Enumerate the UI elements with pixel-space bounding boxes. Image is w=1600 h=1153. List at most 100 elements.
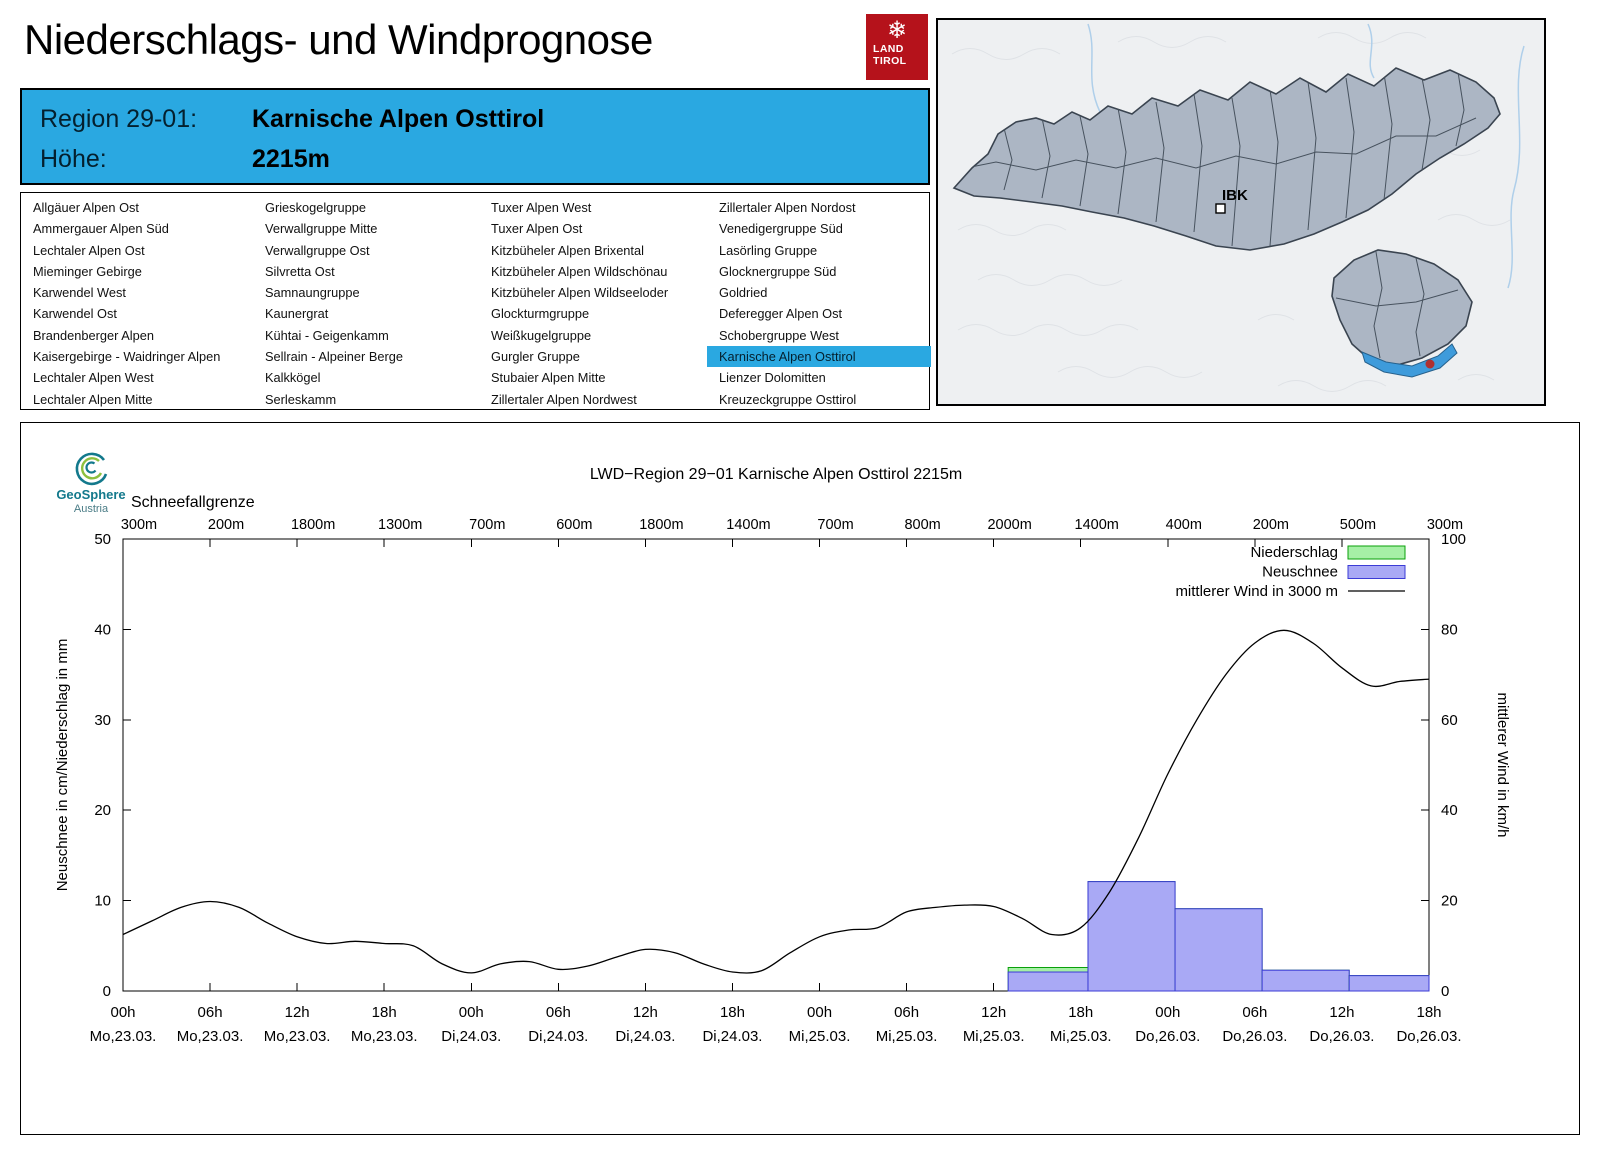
y-tick-label-left: 50	[94, 531, 111, 548]
snowline-value: 200m	[208, 517, 244, 533]
region-item[interactable]: Grieskogelgruppe	[265, 200, 367, 215]
region-item[interactable]: Weißkugelgruppe	[491, 327, 592, 343]
snowline-value: 1300m	[378, 517, 422, 533]
y-tick-label-right: 0	[1441, 983, 1449, 1000]
region-item[interactable]: Kühtai - Geigenkamm	[265, 327, 389, 343]
hoehe-row: Höhe: 2215m	[40, 139, 928, 179]
tirol-map-svg: IBK	[951, 23, 1525, 392]
x-tick-time-label: 00h	[1155, 1004, 1180, 1021]
map-region-selected-highlight[interactable]	[1361, 343, 1458, 378]
region-item[interactable]: Tuxer Alpen Ost	[491, 221, 583, 237]
region-item[interactable]: Lechtaler Alpen Mitte	[33, 391, 153, 407]
geosphere-sub: Austria	[74, 503, 109, 515]
y-tick-label-left: 0	[103, 983, 111, 1000]
x-tick-date-label: Mo,23.03.	[90, 1028, 157, 1045]
x-tick-date-label: Do,26.03.	[1135, 1028, 1200, 1045]
region-item[interactable]: Verwallgruppe Mitte	[265, 221, 378, 237]
x-tick-date-label: Do,26.03.	[1309, 1028, 1374, 1045]
region-item[interactable]: Schobergruppe West	[719, 327, 839, 343]
legend-swatch-niederschlag	[1347, 545, 1406, 560]
x-tick-date-label: Mi,25.03.	[1050, 1028, 1112, 1045]
snowline-value: 300m	[1427, 517, 1463, 533]
region-item[interactable]: Lienzer Dolomitten	[719, 370, 826, 386]
region-item[interactable]: Zillertaler Alpen Nordwest	[491, 391, 637, 407]
region-item[interactable]: Venedigergruppe Süd	[719, 221, 843, 237]
x-tick-date-label: Mo,23.03.	[264, 1028, 331, 1045]
region-item[interactable]: Verwallgruppe Ost	[265, 242, 370, 258]
region-item[interactable]: Gurgler Gruppe	[491, 349, 580, 365]
region-item[interactable]: Brandenberger Alpen	[33, 327, 154, 343]
region-item[interactable]: Mieminger Gebirge	[33, 263, 142, 279]
logo-line-2: TIROL	[873, 54, 907, 67]
region-item[interactable]: Kitzbüheler Alpen Brixental	[491, 242, 644, 258]
land-tirol-logo: ❄ LAND TIROL	[866, 14, 928, 80]
ibk-label: IBK	[1222, 187, 1248, 204]
tirol-crest-icon: ❄	[886, 17, 908, 44]
x-tick-time-label: 12h	[285, 1004, 310, 1021]
region-item[interactable]: Zillertaler Alpen Nordost	[719, 200, 856, 215]
x-tick-date-label: Di,24.03.	[615, 1028, 675, 1045]
region-item[interactable]: Goldried	[719, 285, 768, 301]
snowline-value: 500m	[1340, 517, 1376, 533]
x-tick-date-label: Mi,25.03.	[789, 1028, 851, 1045]
legend-label: Neuschnee	[1262, 564, 1338, 581]
region-item[interactable]: Kalkkögel	[265, 370, 321, 386]
region-item[interactable]: Stubaier Alpen Mitte	[491, 370, 606, 386]
region-list-column: Allgäuer Alpen Ost Ammergauer Alpen Süd Le…	[21, 197, 253, 410]
y-tick-label-right: 80	[1441, 621, 1458, 638]
snowline-value: 200m	[1253, 517, 1289, 533]
y-tick-label-right: 60	[1441, 712, 1458, 729]
snowline-value: 400m	[1166, 517, 1202, 533]
region-item[interactable]: Glocknergruppe Süd	[719, 263, 837, 279]
land-tirol-logo-text: LAND TIROL	[866, 43, 928, 67]
region-label: Region 29-01:	[40, 104, 198, 133]
x-tick-date-label: Mo,23.03.	[177, 1028, 244, 1045]
forecast-chart-panel: GeoSphere Austria LWD−Region 29−01 Karni…	[20, 422, 1580, 1135]
region-item[interactable]: Kitzbüheler Alpen Wildschönau	[491, 263, 668, 279]
region-item[interactable]: Kaisergebirge - Waidringer Alpen	[33, 349, 221, 365]
region-item[interactable]: Lasörling Gruppe	[719, 242, 818, 258]
y-axis-label-left: Neuschnee in cm/Niederschlag in mm	[54, 639, 71, 892]
region-item[interactable]: Lechtaler Alpen West	[33, 370, 154, 386]
x-tick-time-label: 00h	[110, 1004, 135, 1021]
snowline-value: 2000m	[987, 517, 1031, 533]
region-item[interactable]: Serleskamm	[265, 391, 337, 407]
neuschnee-bar	[1087, 881, 1176, 992]
relief-decoration	[951, 32, 1511, 392]
river-lines	[1087, 23, 1525, 289]
legend-label: mittlerer Wind in 3000 m	[1175, 583, 1338, 600]
region-item[interactable]: Kreuzeckgruppe Osttirol	[719, 391, 857, 407]
tirol-region-map: IBK	[936, 18, 1546, 406]
region-item[interactable]: Samnaungruppe	[265, 285, 360, 301]
x-tick-time-label: 18h	[1068, 1004, 1093, 1021]
region-item[interactable]: Glockturmgruppe	[491, 306, 590, 322]
x-tick-time-label: 18h	[1416, 1004, 1441, 1021]
selected-station-marker	[1425, 359, 1435, 369]
region-item[interactable]: Karwendel Ost	[33, 306, 117, 322]
plot-frame	[122, 538, 1430, 992]
y-tick-label-left: 40	[94, 621, 111, 638]
region-item[interactable]: Ammergauer Alpen Süd	[33, 221, 169, 237]
x-tick-date-label: Do,26.03.	[1222, 1028, 1287, 1045]
region-item[interactable]: Karwendel West	[33, 285, 126, 301]
region-item[interactable]: Sellrain - Alpeiner Berge	[265, 349, 403, 365]
snowline-value: 1400m	[726, 517, 770, 533]
region-item[interactable]: Kaunergrat	[265, 306, 329, 322]
x-tick-date-label: Do,26.03.	[1396, 1028, 1461, 1045]
region-item[interactable]: Deferegger Alpen Ost	[719, 306, 843, 322]
x-tick-time-label: 18h	[720, 1004, 745, 1021]
region-item-selected[interactable]: Karnische Alpen Osttirol	[707, 346, 931, 368]
x-tick-date-label: Mi,25.03.	[963, 1028, 1025, 1045]
region-item[interactable]: Kitzbüheler Alpen Wildseeloder	[491, 285, 669, 301]
region-item[interactable]: Tuxer Alpen West	[491, 200, 592, 215]
region-item[interactable]: Silvretta Ost	[265, 263, 335, 279]
region-value: Karnische Alpen Osttirol	[252, 104, 545, 133]
map-region-east-tirol[interactable]	[1331, 249, 1473, 367]
snowline-value: 1800m	[291, 517, 335, 533]
region-item[interactable]: Lechtaler Alpen Ost	[33, 242, 145, 258]
region-item[interactable]: Allgäuer Alpen Ost	[33, 200, 139, 215]
ibk-marker	[1215, 203, 1226, 214]
map-subregion-borders-north	[955, 71, 1477, 247]
snowline-value: 1800m	[639, 517, 683, 533]
x-tick-time-label: 06h	[1242, 1004, 1267, 1021]
